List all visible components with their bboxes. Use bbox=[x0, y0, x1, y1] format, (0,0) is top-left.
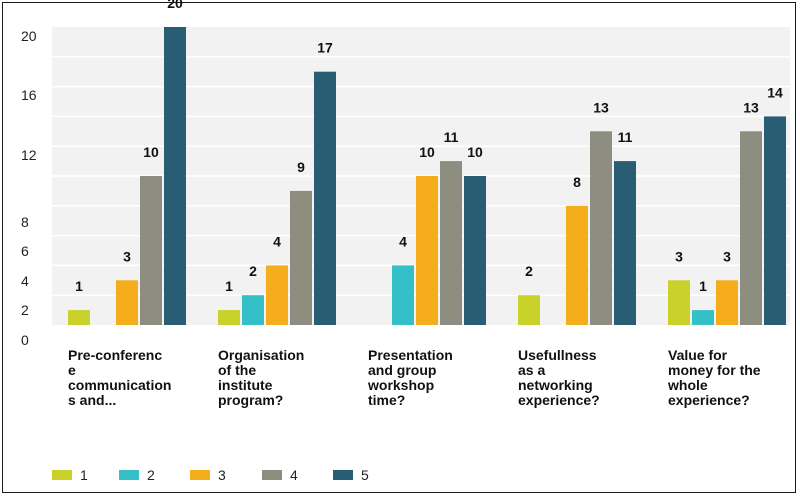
data-label: 1 bbox=[75, 278, 83, 294]
legend-item: 2 bbox=[119, 465, 155, 485]
bar bbox=[440, 161, 462, 325]
category-label: Value for money for the whole experience… bbox=[668, 347, 761, 408]
bar bbox=[464, 176, 486, 325]
data-label: 3 bbox=[675, 248, 683, 264]
bar bbox=[218, 310, 240, 325]
category-label: Presentation and group workshop time? bbox=[368, 347, 453, 408]
data-label: 9 bbox=[297, 159, 305, 175]
data-label: 10 bbox=[419, 144, 435, 160]
data-label: 13 bbox=[743, 99, 759, 115]
data-label: 3 bbox=[723, 248, 731, 264]
bar bbox=[566, 205, 588, 325]
y-tick-label: 12 bbox=[21, 147, 37, 163]
legend-label: 1 bbox=[80, 467, 88, 483]
data-label: 11 bbox=[618, 129, 633, 145]
bar bbox=[68, 310, 90, 325]
legend-item: 3 bbox=[190, 465, 226, 485]
data-label: 11 bbox=[444, 129, 459, 145]
legend-label: 3 bbox=[218, 467, 226, 483]
data-label: 2 bbox=[525, 263, 533, 279]
data-label: 3 bbox=[123, 248, 131, 264]
data-label: 4 bbox=[273, 233, 281, 249]
data-label: 17 bbox=[317, 40, 333, 56]
y-tick-label: 8 bbox=[21, 214, 29, 230]
bar bbox=[614, 161, 636, 325]
data-label: 13 bbox=[593, 99, 609, 115]
data-label: 8 bbox=[573, 174, 581, 190]
bar bbox=[140, 176, 162, 325]
bar bbox=[692, 310, 714, 325]
category-label: Pre-conferenc e communication s and... bbox=[68, 347, 172, 408]
category-label: Usefullness as a networking experience? bbox=[518, 347, 600, 408]
y-tick-label: 0 bbox=[21, 332, 29, 348]
legend-label: 5 bbox=[361, 467, 369, 483]
bar bbox=[314, 71, 336, 325]
bar bbox=[518, 295, 540, 325]
legend-swatch bbox=[119, 470, 139, 480]
bar bbox=[416, 176, 438, 325]
data-label: 20 bbox=[167, 0, 183, 11]
legend-swatch bbox=[190, 470, 210, 480]
bar bbox=[290, 190, 312, 325]
data-label: 10 bbox=[467, 144, 483, 160]
bar bbox=[116, 280, 138, 325]
bar bbox=[164, 27, 186, 325]
legend-swatch bbox=[262, 470, 282, 480]
data-label: 1 bbox=[225, 278, 233, 294]
y-tick-label: 20 bbox=[21, 28, 37, 44]
y-tick-label: 6 bbox=[21, 243, 29, 259]
bar bbox=[668, 280, 690, 325]
bar bbox=[392, 265, 414, 325]
legend-item: 1 bbox=[52, 465, 88, 485]
data-label: 1 bbox=[699, 278, 707, 294]
legend-item: 4 bbox=[262, 465, 298, 485]
legend-label: 4 bbox=[290, 467, 298, 483]
bar bbox=[266, 265, 288, 325]
y-tick-label: 2 bbox=[21, 302, 29, 318]
legend-swatch bbox=[52, 470, 72, 480]
y-tick-label: 4 bbox=[21, 273, 29, 289]
legend-label: 2 bbox=[147, 467, 155, 483]
data-label: 2 bbox=[249, 263, 257, 279]
bar bbox=[242, 295, 264, 325]
bar bbox=[716, 280, 738, 325]
data-label: 4 bbox=[399, 233, 407, 249]
data-label: 10 bbox=[143, 144, 159, 160]
bar bbox=[590, 131, 612, 325]
legend-swatch bbox=[333, 470, 353, 480]
data-label: 14 bbox=[767, 84, 783, 100]
y-tick-label: 16 bbox=[21, 87, 37, 103]
legend-item: 5 bbox=[333, 465, 369, 485]
category-label: Organisation of the institute program? bbox=[218, 347, 305, 408]
bar bbox=[764, 116, 786, 326]
bar bbox=[740, 131, 762, 325]
